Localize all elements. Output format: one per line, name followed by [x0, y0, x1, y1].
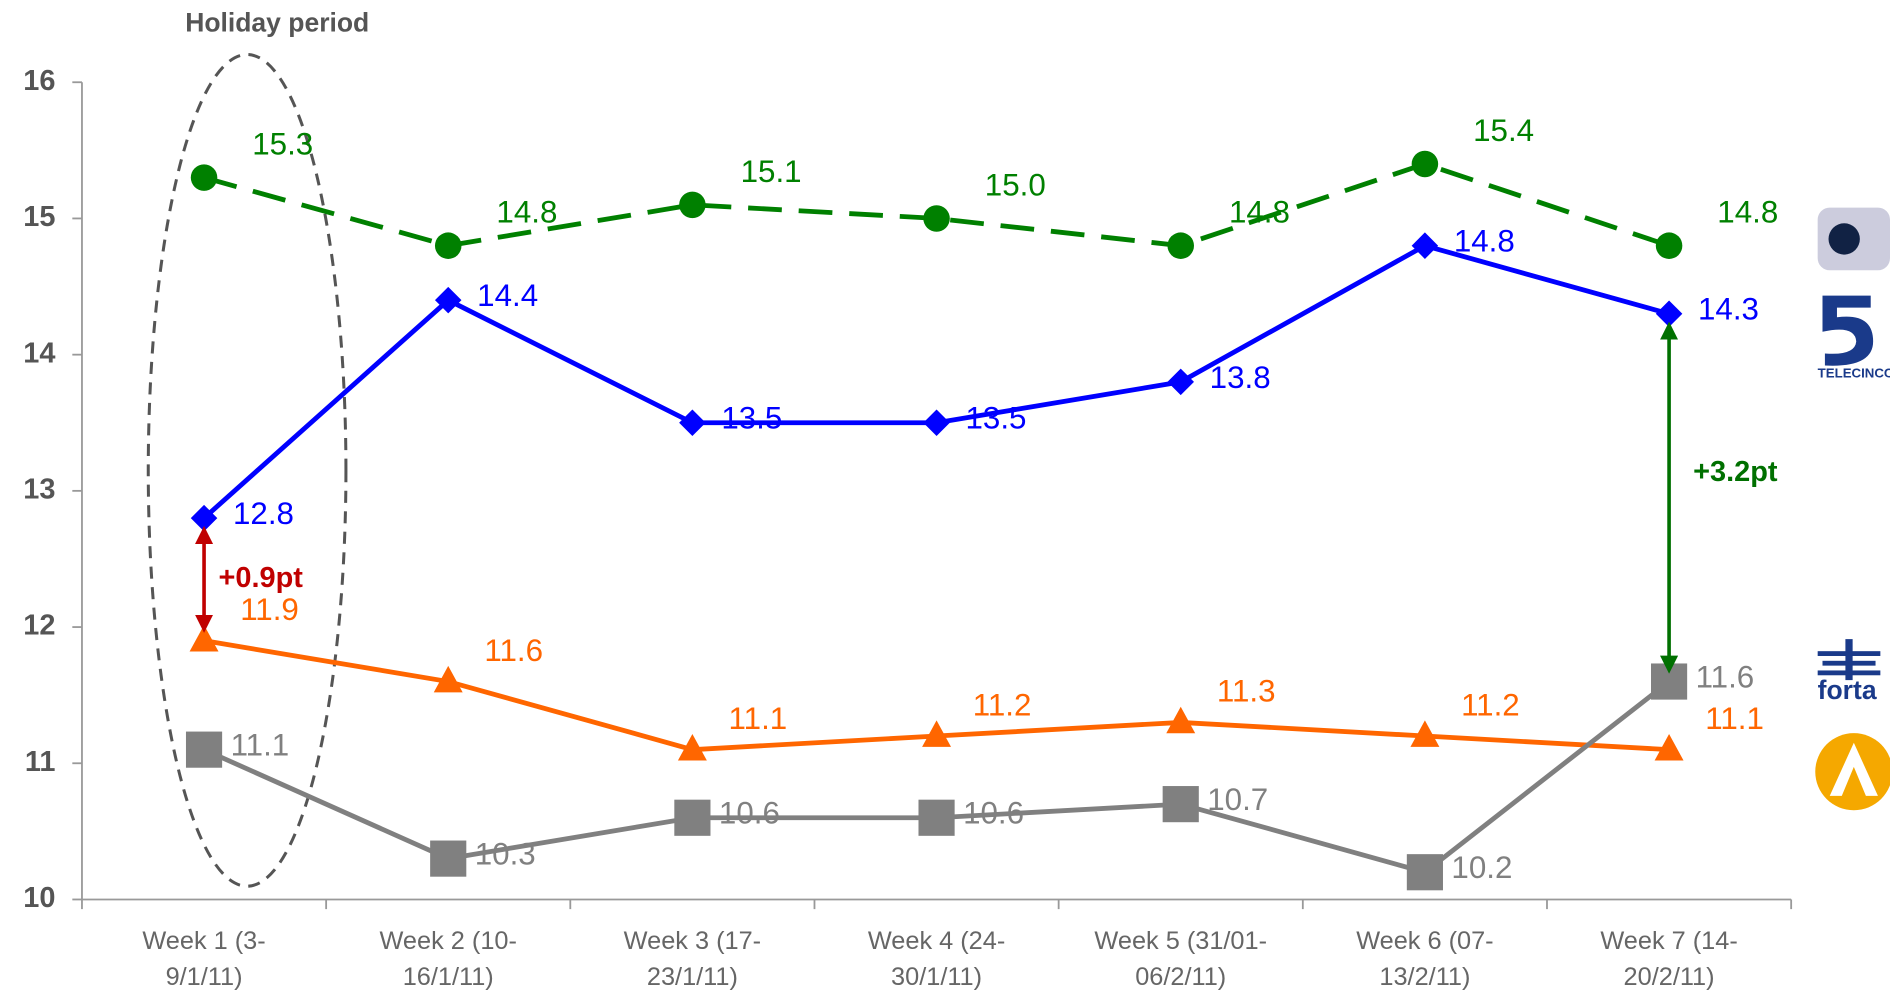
point — [433, 665, 463, 693]
point — [674, 799, 711, 836]
x-label-box: Week 6 (07-13/2/11) — [1356, 927, 1494, 992]
x-label-box: Week 7 (14-20/2/11) — [1600, 927, 1738, 992]
point — [1410, 720, 1440, 747]
point — [1162, 786, 1199, 823]
data-label: 15.4 — [1473, 113, 1534, 148]
data-label: 11.9 — [240, 592, 299, 627]
data-label: 15.3 — [252, 127, 313, 162]
difference-label: +0.9pt — [219, 562, 304, 594]
holiday-label: Holiday period — [185, 7, 369, 37]
x-label-box: Week 1 (3-9/1/11) — [142, 927, 266, 992]
data-label: 11.2 — [973, 687, 1032, 722]
y-tick-label: 11 — [25, 746, 56, 778]
point — [1655, 300, 1683, 328]
x-tick-label: Week 4 (24-30/1/11) — [867, 927, 1006, 992]
data-label: 14.8 — [1454, 224, 1515, 259]
x-tick-label: Week 1 (3-9/1/11) — [142, 927, 266, 992]
x-label-box: Week 4 (24-30/1/11) — [867, 927, 1006, 992]
data-label: 11.6 — [484, 633, 543, 668]
point — [1167, 232, 1194, 259]
data-label: 10.2 — [1451, 850, 1512, 885]
data-label: 11.6 — [1696, 659, 1755, 694]
point — [190, 164, 218, 191]
y-tick-label: 15 — [23, 201, 55, 233]
data-label: 10.6 — [963, 796, 1024, 831]
point — [1650, 663, 1688, 700]
data-label: 11.2 — [1461, 687, 1520, 722]
x-tick-label: Week 5 (31/01-06/2/11) — [1094, 927, 1268, 992]
x-tick-label: Week 2 (10-16/1/11) — [379, 927, 517, 992]
data-label: 11.3 — [1217, 674, 1276, 709]
data-label: 11.1 — [231, 728, 290, 763]
x-tick-label: Week 7 (14-20/2/11) — [1600, 927, 1738, 992]
y-tick-label: 14 — [23, 337, 55, 369]
difference-label: +3.2pt — [1693, 456, 1778, 488]
point — [1166, 706, 1196, 734]
data-label: 11.1 — [729, 701, 788, 736]
point — [679, 409, 706, 437]
data-label: 15.0 — [985, 167, 1046, 202]
point — [923, 409, 950, 437]
data-label: 10.7 — [1207, 782, 1268, 817]
x-label-box: Week 5 (31/01-06/2/11) — [1094, 927, 1268, 992]
data-label: 11.1 — [1705, 701, 1764, 736]
y-tick-label: 13 — [23, 473, 55, 505]
point — [677, 733, 707, 761]
y-tick-label: 12 — [23, 610, 55, 642]
x-tick-label: Week 6 (07-13/2/11) — [1356, 927, 1494, 992]
point — [430, 840, 467, 877]
y-tick-label: 16 — [23, 65, 55, 97]
point — [1411, 232, 1439, 259]
data-label: 10.3 — [475, 836, 536, 871]
point — [1406, 854, 1443, 891]
series-line — [203, 679, 1671, 875]
data-label: 13.5 — [721, 401, 782, 436]
x-tick-label: Week 3 (17-23/1/11) — [623, 927, 762, 992]
series-line — [203, 161, 1670, 249]
point — [1411, 150, 1439, 178]
holiday-ellipse — [146, 53, 348, 888]
x-label-box: Week 3 (17-23/1/11) — [623, 927, 762, 992]
point — [185, 731, 223, 768]
data-label: 14.8 — [1229, 195, 1290, 230]
point — [679, 191, 706, 219]
point — [918, 799, 955, 836]
data-label: 12.8 — [233, 496, 294, 531]
point — [923, 205, 950, 232]
point — [1167, 368, 1194, 396]
point — [189, 625, 219, 652]
point — [1655, 232, 1683, 259]
point — [434, 232, 462, 259]
data-label: 14.4 — [477, 278, 538, 313]
data-label: 14.3 — [1698, 292, 1759, 327]
x-label-box: Week 2 (10-16/1/11) — [379, 927, 517, 992]
data-label: 10.6 — [719, 796, 780, 831]
data-label: 13.5 — [965, 401, 1026, 436]
data-label: 14.8 — [496, 195, 557, 230]
data-label: 14.8 — [1717, 195, 1778, 230]
point — [1654, 733, 1684, 761]
data-label: 13.8 — [1210, 360, 1271, 395]
svg-text:forta: forta — [1818, 675, 1877, 705]
logos: TELECINCO forta — [1815, 207, 1890, 811]
series-line — [202, 243, 1670, 520]
data-label: 15.1 — [741, 154, 802, 189]
svg-text:TELECINCO: TELECINCO — [1818, 365, 1890, 380]
y-tick-label: 10 — [23, 882, 55, 914]
point — [922, 720, 952, 747]
point — [190, 504, 218, 532]
